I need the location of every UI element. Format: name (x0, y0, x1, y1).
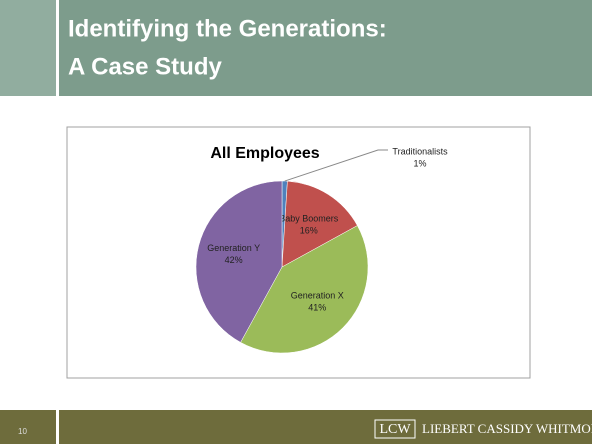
slice-value-label: 41% (308, 303, 326, 313)
slice-category: Traditionalists (392, 146, 448, 156)
footer-band (0, 410, 592, 444)
chart-title: All Employees (210, 145, 319, 162)
pie: Traditionalists 1% Baby Boomers 16% Generati… (195, 146, 448, 354)
leader-line (284, 149, 388, 182)
logo-box (374, 419, 416, 439)
logo-mark: LCW (379, 422, 411, 437)
pie-slice (281, 180, 358, 268)
header-band (0, 0, 592, 96)
slide-title: A Case Study (68, 53, 222, 80)
page-number: 10 (18, 427, 27, 436)
slice-value-label: 1% (413, 158, 426, 168)
pie-slice (195, 180, 283, 343)
slice-category: Generation X (291, 291, 344, 301)
slice-value-label: 42% (225, 255, 243, 265)
header-side (0, 0, 56, 96)
pie-slice (240, 225, 369, 354)
header-divider (56, 0, 59, 96)
slice-category: Generation Y (207, 243, 260, 253)
slide-title: Identifying the Generations: (68, 15, 387, 42)
firm-name: Liebert Cassidy Whitmore (422, 421, 592, 436)
slice-category: Baby Boomers (279, 213, 339, 223)
slice-value-label: 16% (300, 225, 318, 235)
footer-divider (56, 410, 59, 444)
